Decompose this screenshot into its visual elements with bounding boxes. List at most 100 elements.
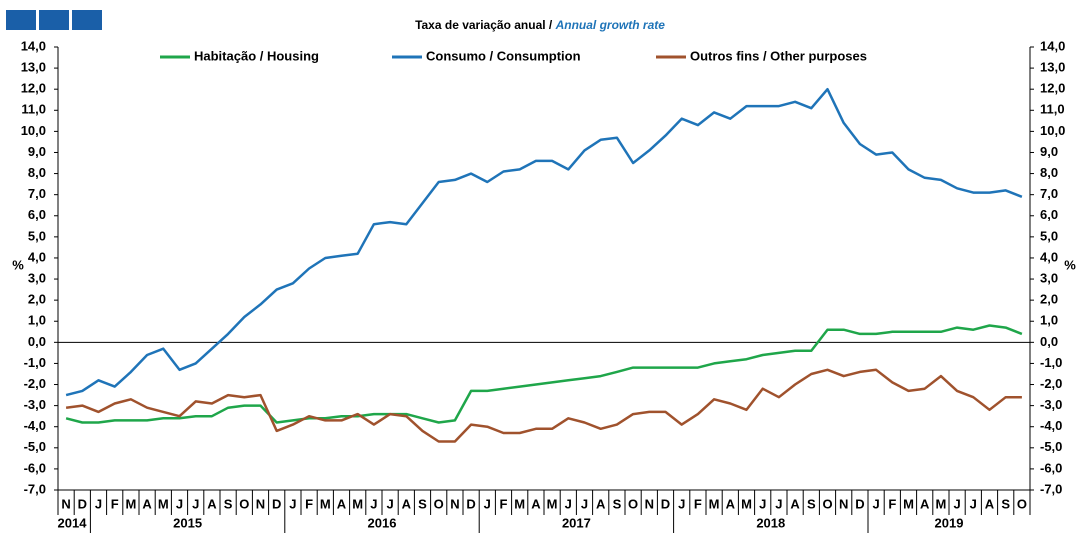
x-tick-label: A bbox=[402, 496, 412, 511]
title-en: Annual growth rate bbox=[555, 18, 666, 32]
x-tick-label: S bbox=[807, 496, 816, 511]
x-tick-label: M bbox=[125, 496, 136, 511]
y-tick-label: 10,0 bbox=[21, 123, 46, 138]
year-label: 2016 bbox=[368, 515, 397, 530]
x-tick-label: M bbox=[935, 496, 946, 511]
y2-tick-label: 9,0 bbox=[1040, 144, 1058, 159]
y-tick-label: -6,0 bbox=[24, 460, 46, 475]
title-pt: Taxa de variação anual / bbox=[415, 18, 556, 32]
x-tick-label: J bbox=[953, 496, 960, 511]
x-tick-label: S bbox=[613, 496, 622, 511]
x-tick-label: A bbox=[920, 496, 930, 511]
x-tick-label: J bbox=[95, 496, 102, 511]
x-tick-label: F bbox=[111, 496, 119, 511]
y2-tick-label: 7,0 bbox=[1040, 186, 1058, 201]
x-tick-label: O bbox=[1017, 496, 1027, 511]
y2-tick-label: -2,0 bbox=[1040, 376, 1062, 391]
logo-block bbox=[72, 10, 102, 30]
y2-tick-label: 5,0 bbox=[1040, 228, 1058, 243]
x-tick-label: O bbox=[434, 496, 444, 511]
y-tick-label: 14,0 bbox=[21, 38, 46, 53]
x-tick-label: D bbox=[466, 496, 475, 511]
y2-tick-label: 12,0 bbox=[1040, 81, 1065, 96]
x-tick-label: A bbox=[142, 496, 152, 511]
y-tick-label: 4,0 bbox=[28, 249, 46, 264]
x-tick-label: A bbox=[596, 496, 606, 511]
y2-axis-label: % bbox=[1064, 257, 1076, 272]
y-tick-label: -1,0 bbox=[24, 355, 46, 370]
x-tick-label: N bbox=[839, 496, 848, 511]
y-tick-label: -7,0 bbox=[24, 481, 46, 496]
x-tick-label: A bbox=[985, 496, 995, 511]
year-label: 2019 bbox=[935, 515, 964, 530]
x-tick-label: J bbox=[678, 496, 685, 511]
x-tick-label: S bbox=[1001, 496, 1010, 511]
x-tick-label: O bbox=[822, 496, 832, 511]
x-tick-label: S bbox=[418, 496, 427, 511]
year-label: 2017 bbox=[562, 515, 591, 530]
x-tick-label: J bbox=[176, 496, 183, 511]
y2-tick-label: 0,0 bbox=[1040, 334, 1058, 349]
x-tick-label: M bbox=[514, 496, 525, 511]
x-tick-label: O bbox=[628, 496, 638, 511]
y2-tick-label: 8,0 bbox=[1040, 165, 1058, 180]
y-tick-label: 12,0 bbox=[21, 81, 46, 96]
x-tick-label: J bbox=[192, 496, 199, 511]
y2-tick-label: 3,0 bbox=[1040, 270, 1058, 285]
x-tick-label: J bbox=[581, 496, 588, 511]
x-tick-label: N bbox=[645, 496, 654, 511]
y-tick-label: 3,0 bbox=[28, 270, 46, 285]
x-tick-label: F bbox=[500, 496, 508, 511]
x-tick-label: M bbox=[158, 496, 169, 511]
y-axis-label: % bbox=[12, 257, 24, 272]
y2-tick-label: 4,0 bbox=[1040, 249, 1058, 264]
x-tick-label: J bbox=[289, 496, 296, 511]
y-tick-label: -2,0 bbox=[24, 376, 46, 391]
x-tick-label: D bbox=[272, 496, 281, 511]
y-tick-label: 5,0 bbox=[28, 228, 46, 243]
logo-block bbox=[39, 10, 69, 30]
y-tick-label: 6,0 bbox=[28, 207, 46, 222]
x-tick-label: J bbox=[484, 496, 491, 511]
x-tick-label: J bbox=[565, 496, 572, 511]
x-tick-label: M bbox=[320, 496, 331, 511]
y2-tick-label: 10,0 bbox=[1040, 123, 1065, 138]
x-tick-label: A bbox=[531, 496, 541, 511]
series-line bbox=[65, 87, 1023, 397]
y-tick-label: -3,0 bbox=[24, 397, 46, 412]
y2-tick-label: -4,0 bbox=[1040, 418, 1062, 433]
y2-tick-label: 14,0 bbox=[1040, 38, 1065, 53]
y2-tick-label: 11,0 bbox=[1040, 102, 1065, 117]
y2-tick-label: -7,0 bbox=[1040, 481, 1062, 496]
x-tick-label: M bbox=[709, 496, 720, 511]
x-tick-label: A bbox=[337, 496, 347, 511]
x-tick-label: N bbox=[256, 496, 265, 511]
series-line bbox=[65, 324, 1023, 424]
x-tick-label: S bbox=[224, 496, 233, 511]
y-tick-label: 9,0 bbox=[28, 144, 46, 159]
y2-tick-label: -3,0 bbox=[1040, 397, 1062, 412]
x-tick-label: J bbox=[759, 496, 766, 511]
y-tick-label: 1,0 bbox=[28, 313, 46, 328]
chart-title: Taxa de variação anual / Annual growth r… bbox=[415, 18, 665, 32]
x-tick-label: J bbox=[386, 496, 393, 511]
y-tick-label: 0,0 bbox=[28, 334, 46, 349]
x-tick-label: F bbox=[888, 496, 896, 511]
x-tick-label: D bbox=[661, 496, 670, 511]
year-label: 2015 bbox=[173, 515, 202, 530]
x-tick-label: M bbox=[741, 496, 752, 511]
x-tick-label: N bbox=[61, 496, 70, 511]
y2-tick-label: 1,0 bbox=[1040, 313, 1058, 328]
y-tick-label: 13,0 bbox=[21, 60, 46, 75]
year-label: 2018 bbox=[756, 515, 785, 530]
legend-label: Consumo / Consumption bbox=[426, 48, 581, 63]
y2-tick-label: -5,0 bbox=[1040, 439, 1062, 454]
logo-block bbox=[6, 10, 36, 30]
x-tick-label: A bbox=[726, 496, 736, 511]
x-tick-label: J bbox=[775, 496, 782, 511]
legend-label: Habitação / Housing bbox=[194, 48, 319, 63]
y-tick-label: 2,0 bbox=[28, 292, 46, 307]
x-tick-label: F bbox=[694, 496, 702, 511]
x-tick-label: J bbox=[872, 496, 879, 511]
x-tick-label: F bbox=[305, 496, 313, 511]
